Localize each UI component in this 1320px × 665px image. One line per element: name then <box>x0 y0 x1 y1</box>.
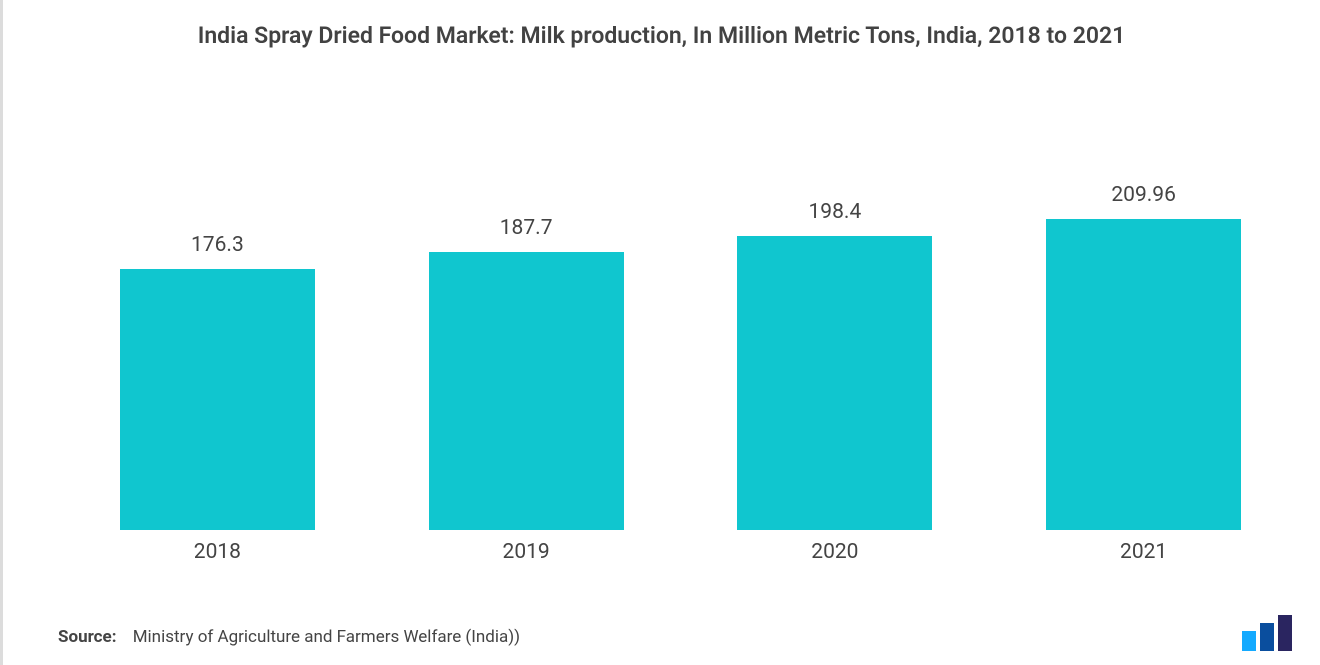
chart-container: India Spray Dried Food Market: Milk prod… <box>0 0 1320 665</box>
bar-value-label: 176.3 <box>191 233 244 257</box>
source-label: Source: <box>58 627 116 647</box>
x-axis-labels: 2018 2019 2020 2021 <box>63 540 1298 564</box>
plot-area: 176.3 187.7 198.4 209.96 <box>63 100 1298 530</box>
bar <box>1046 219 1241 530</box>
source-row: Source: Ministry of Agriculture and Farm… <box>58 627 520 647</box>
bar-value-label: 187.7 <box>500 216 553 240</box>
bar <box>120 269 315 530</box>
brand-logo <box>1240 615 1298 651</box>
bar-group: 209.96 <box>1034 183 1254 530</box>
bar-group: 198.4 <box>725 200 945 530</box>
x-axis-label: 2019 <box>416 540 636 564</box>
x-axis-label: 2021 <box>1034 540 1254 564</box>
source-text: Ministry of Agriculture and Farmers Welf… <box>133 627 520 647</box>
x-axis-label: 2020 <box>725 540 945 564</box>
bar <box>429 252 624 530</box>
bar-group: 176.3 <box>107 233 327 530</box>
bar-group: 187.7 <box>416 216 636 530</box>
bar-value-label: 209.96 <box>1111 183 1176 207</box>
x-axis-label: 2018 <box>107 540 327 564</box>
chart-title: India Spray Dried Food Market: Milk prod… <box>3 22 1320 49</box>
bar-value-label: 198.4 <box>809 200 862 224</box>
bar <box>737 236 932 530</box>
bars-row: 176.3 187.7 198.4 209.96 <box>63 100 1298 530</box>
